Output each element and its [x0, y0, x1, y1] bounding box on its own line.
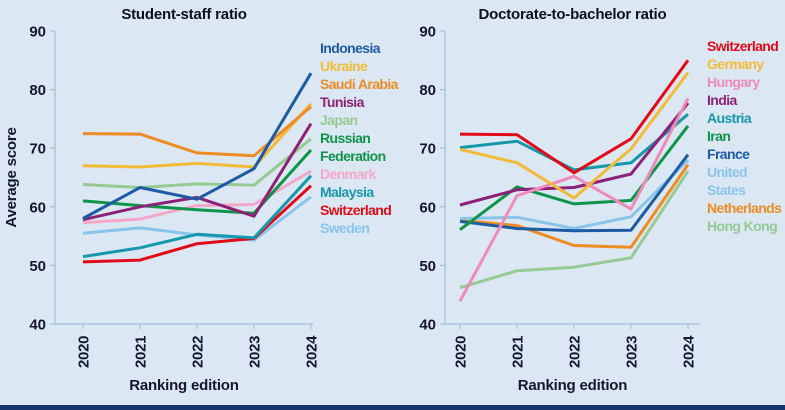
x-tick-label: 2023 — [247, 336, 264, 368]
y-tick-label: 70 — [419, 141, 436, 158]
legend-label-hungary: Hungary — [707, 74, 760, 90]
legend-label-malaysia: Malaysia — [320, 184, 374, 200]
series-line-india — [459, 102, 690, 207]
legend-label-tunisia: Tunisia — [320, 94, 364, 110]
legend-label-denmark: Denmark — [320, 166, 376, 182]
series-line-france — [459, 153, 690, 233]
x-tick-label: 2021 — [510, 336, 527, 368]
series-line-hong-kong — [459, 170, 690, 290]
legend-label-germany: Germany — [707, 56, 764, 72]
x-tick-label: 2024 — [304, 335, 321, 368]
y-tick-label: 40 — [419, 317, 436, 334]
y-tick-label: 50 — [419, 258, 436, 275]
legend-label-ukraine: Ukraine — [320, 58, 368, 74]
series-line-germany — [459, 71, 690, 200]
legend-label-saudi-arabia: Saudi Arabia — [320, 76, 398, 92]
y-tick-label: 90 — [419, 24, 436, 41]
series-line-austria — [459, 113, 689, 172]
series-line-malaysia — [82, 174, 313, 259]
series-line-ukraine — [82, 102, 313, 169]
axis-spine — [54, 31, 313, 325]
series-line-japan — [82, 137, 312, 189]
left-x-axis-title: Ranking edition — [129, 377, 239, 394]
y-tick-label: 60 — [419, 199, 436, 216]
x-tick-label: 2022 — [190, 336, 207, 368]
series-line-iran — [459, 124, 690, 231]
x-tick-label: 2021 — [133, 336, 150, 368]
series-line-switzerland — [459, 59, 690, 175]
legend-label-russian-federation: Russian Federation — [320, 130, 386, 164]
legend-label-iran: Iran — [707, 128, 731, 144]
series-line-russian-federation — [82, 148, 313, 215]
y-tick-label: 60 — [29, 199, 46, 216]
x-tick-label: 2022 — [567, 336, 584, 368]
x-tick-label: 2024 — [681, 335, 698, 368]
series-line-switzerland — [82, 184, 313, 264]
series-line-indonesia — [82, 72, 313, 220]
y-axis-title: Average score — [3, 127, 20, 227]
x-tick-label: 2020 — [453, 336, 470, 368]
legend-label-hong-kong: Hong Kong — [707, 218, 778, 234]
right-x-axis-title: Ranking edition — [517, 377, 628, 394]
right-legend: Switzerland Germany Hungary India Austria Ira… — [707, 37, 785, 235]
y-tick-label: 80 — [419, 82, 436, 99]
right-chart-title: Doctorate-to-bachelor ratio — [478, 6, 667, 23]
legend-label-sweden: Sweden — [320, 220, 370, 236]
left-chart-title: Student-staff ratio — [121, 6, 247, 23]
series-line-netherlands — [459, 163, 690, 249]
x-tick-label: 2020 — [76, 336, 93, 368]
legend-label-switzerland: Switzerland — [707, 38, 779, 54]
legend-label-indonesia: Indonesia — [320, 40, 381, 56]
legend-label-japan: Japan — [320, 112, 358, 128]
series-line-united-states — [459, 158, 690, 230]
series-line-hungary — [458, 97, 690, 302]
y-tick-label: 90 — [29, 24, 46, 41]
y-tick-label: 70 — [29, 141, 46, 158]
x-tick-label: 2023 — [624, 336, 641, 368]
footer-bar — [0, 405, 785, 410]
legend-label-france: France — [707, 146, 750, 162]
series-line-tunisia — [82, 122, 313, 222]
legend-label-united-states: United States — [707, 164, 748, 198]
legend-label-india: India — [707, 92, 737, 108]
legend-label-switzerland: Switzerland — [320, 202, 392, 218]
legend-label-austria: Austria — [707, 110, 752, 126]
y-tick-label: 40 — [29, 317, 46, 334]
y-tick-label: 50 — [29, 258, 46, 275]
legend-label-netherlands: Netherlands — [707, 200, 782, 216]
y-tick-label: 80 — [29, 82, 46, 99]
left-legend: Indonesia Ukraine Saudi Arabia Tunisia Japan… — [320, 39, 398, 237]
